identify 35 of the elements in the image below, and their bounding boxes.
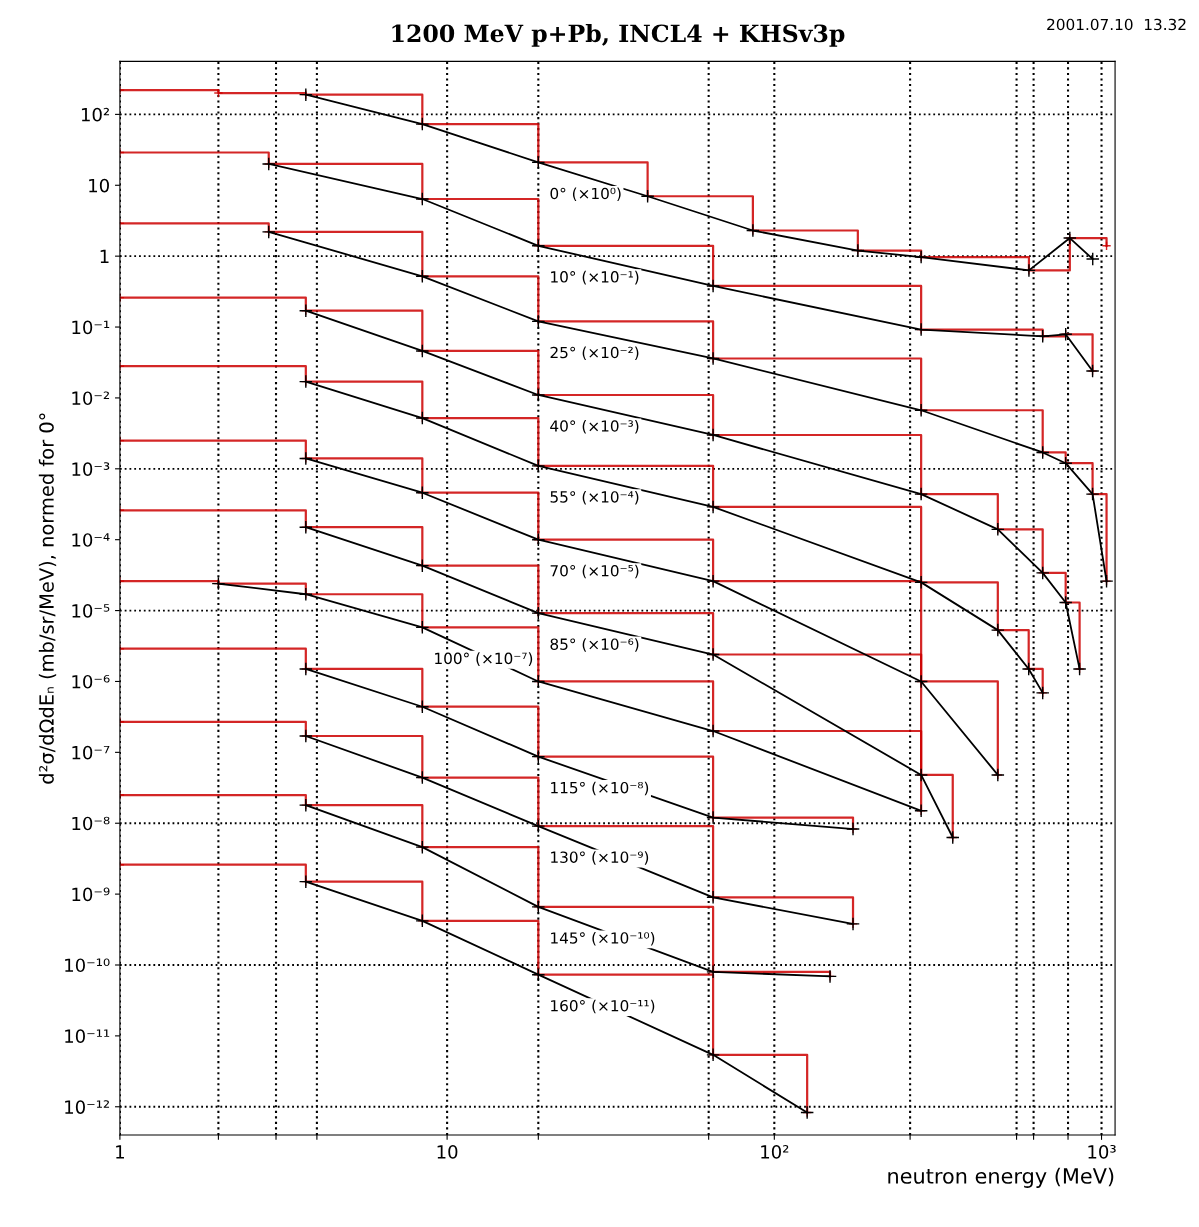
x-tick-label: 1 <box>116 1145 124 1159</box>
series-label: 160° (×10⁻¹¹) <box>551 999 655 1014</box>
x-axis-title: neutron energy (MeV) <box>888 1167 1114 1188</box>
series-label: 130° (×10⁻⁹) <box>551 851 649 865</box>
y-tick-label: 10⁻² <box>72 391 110 406</box>
y-tick-label: 10⁻¹¹ <box>65 1029 110 1043</box>
x-tick-label: 10² <box>761 1145 789 1159</box>
y-tick-label: 10⁻⁹ <box>72 887 110 902</box>
y-tick-label: 10⁻¹ <box>72 320 110 335</box>
x-tick-label: 10 <box>437 1145 458 1159</box>
y-tick-label: 10⁻⁸ <box>72 816 110 831</box>
series-label: 85° (×10⁻⁶) <box>550 638 639 652</box>
y-tick-label: 1 <box>100 249 109 264</box>
series-label: 25° (×10⁻²) <box>550 346 639 361</box>
series-label: 40° (×10⁻³) <box>550 420 639 434</box>
series-label: 70° (×10⁻⁵) <box>550 564 639 579</box>
chart-title: 1200 MeV p+Pb, INCL4 + KHSv3p <box>392 23 845 47</box>
text: 2001.07.10 13.32 <box>1047 18 1186 31</box>
series-label: 55° (×10⁻⁴) <box>550 490 639 505</box>
series-label: 145° (×10⁻¹⁰) <box>551 931 655 946</box>
series-label: 100° (×10⁻⁷) <box>435 652 533 666</box>
y-tick-label: 10⁻⁷ <box>72 745 110 760</box>
y-tick-label: 10⁻¹² <box>65 1100 110 1114</box>
y-tick-label: 10 <box>89 178 109 193</box>
y-axis-title: d²σ/dΩdEₙ (mb/sr/MeV), normed for 0° <box>38 413 57 784</box>
y-tick-label: 10² <box>81 107 110 122</box>
series-label: 0° (×10⁰) <box>550 187 621 202</box>
series-label: 10° (×10⁻¹) <box>551 270 639 285</box>
y-tick-label: 10⁻⁵ <box>72 604 110 618</box>
y-tick-label: 10⁻¹⁰ <box>65 958 110 973</box>
y-tick-label: 10⁻³ <box>72 462 110 476</box>
y-tick-label: 10⁻⁴ <box>72 533 110 547</box>
y-tick-label: 10⁻⁶ <box>72 674 110 689</box>
series-label: 115° (×10⁻⁸) <box>551 781 649 796</box>
x-tick-label: 10³ <box>1088 1145 1116 1159</box>
